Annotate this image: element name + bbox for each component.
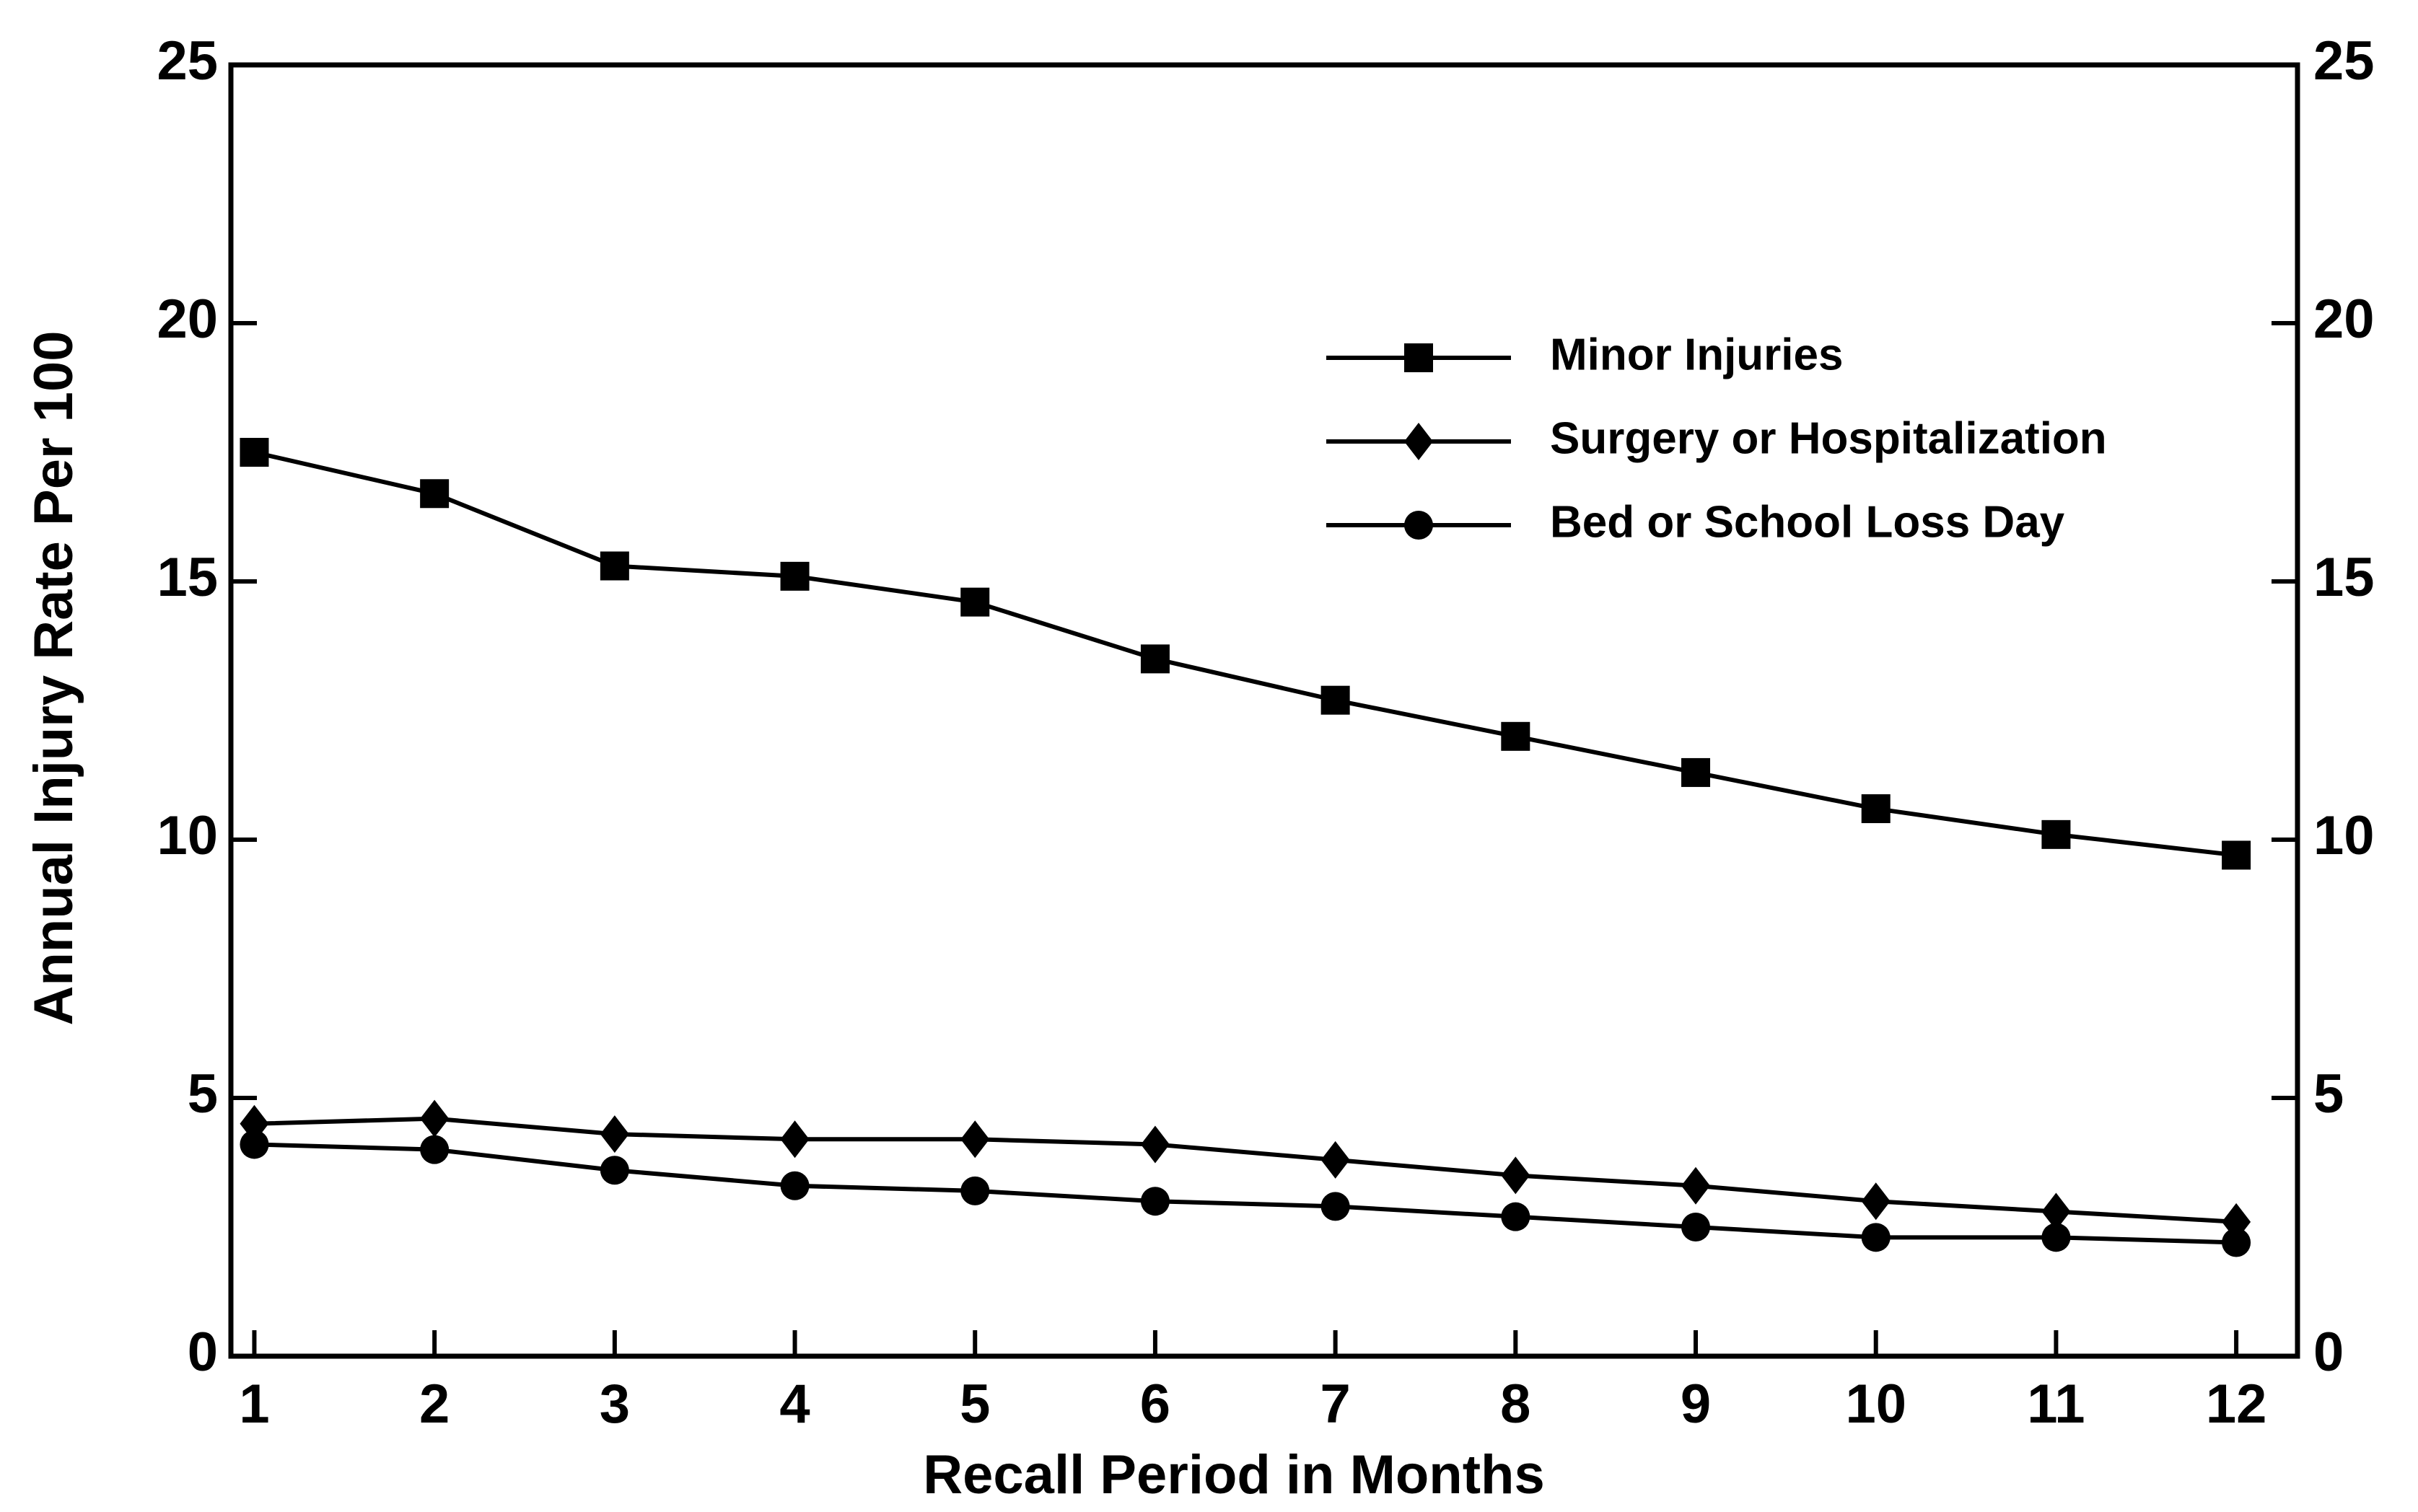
y2-tick-label: 10 [2313,805,2375,866]
marker [1320,685,1350,715]
series-line [254,1142,2237,1245]
marker [1861,1223,1891,1252]
marker [2041,1223,2071,1252]
y-tick-label: 25 [157,30,218,92]
marker [1681,1166,1711,1205]
marker [1501,1202,1530,1231]
y-tick-label: 20 [157,289,218,350]
x-tick-label: 2 [419,1373,450,1435]
marker [600,1115,629,1153]
marker [1404,423,1433,460]
series-line [253,450,2237,858]
x-tick-label: 3 [600,1373,630,1435]
marker [240,438,269,467]
marker [1140,1125,1170,1164]
x-tick-label: 6 [1140,1373,1170,1435]
marker [1861,1182,1891,1221]
marker [1140,1187,1170,1216]
marker [780,561,810,591]
marker [2222,1228,2251,1257]
marker [1140,644,1170,674]
marker [1320,1192,1350,1221]
x-tick-label: 7 [1320,1373,1350,1435]
marker [780,1171,810,1200]
x-axis-title: Recall Period in Months [923,1444,1544,1506]
y2-tick-label: 0 [2313,1322,2344,1383]
x-tick-label: 9 [1681,1373,1711,1435]
y-tick-label: 5 [188,1063,218,1125]
plot-frame [228,62,2300,1359]
marker [600,551,629,581]
marker [780,1120,810,1159]
x-tick-label: 4 [779,1373,810,1435]
marker [1404,343,1433,372]
marker [960,587,990,617]
marker [2041,819,2071,849]
legend-label: Surgery or Hospitalization [1550,413,2107,463]
marker [960,1176,990,1205]
y2-tick-label: 5 [2313,1063,2344,1125]
x-tick-label: 10 [1845,1373,1906,1435]
y-axis-title: Annual Injury Rate Per 100 [23,331,84,1026]
marker [2222,840,2251,870]
series-line [254,1116,2237,1224]
x-tick-label: 5 [960,1373,990,1435]
x-tick-label: 12 [2206,1373,2267,1435]
marker [1681,757,1711,787]
marker [1861,794,1891,824]
marker [420,1135,450,1164]
legend-label: Minor Injuries [1550,330,1843,379]
marker [240,1130,269,1159]
marker [1404,511,1433,540]
marker [1681,1213,1711,1241]
legend-label: Bed or School Loss Day [1550,497,2065,547]
marker [2041,1192,2071,1231]
x-tick-label: 8 [1500,1373,1530,1435]
x-tick-label: 1 [239,1373,269,1435]
marker [420,1099,450,1138]
y2-tick-label: 15 [2313,547,2375,608]
marker [600,1156,629,1185]
marker [1320,1140,1350,1179]
y-tick-label: 10 [157,805,218,866]
y-tick-label: 0 [188,1322,218,1383]
x-tick-label: 11 [2027,1373,2085,1435]
y-tick-label: 15 [157,547,218,608]
y2-tick-label: 20 [2313,289,2375,350]
marker [960,1120,990,1159]
marker [1501,721,1530,751]
y2-tick-label: 25 [2313,30,2375,92]
marker [1501,1156,1530,1195]
marker [420,479,450,509]
